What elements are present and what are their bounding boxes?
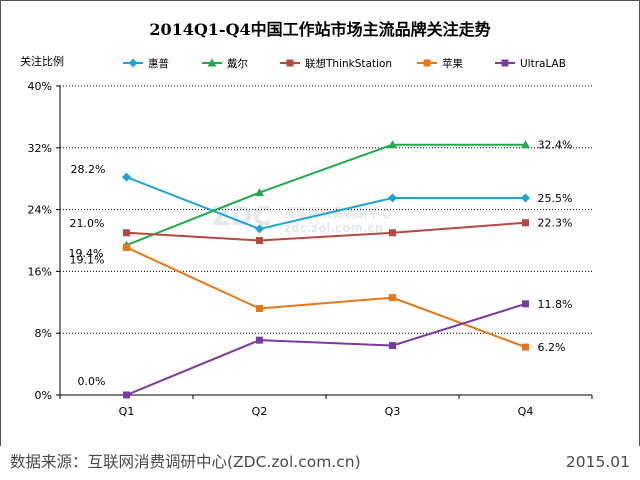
data-point <box>389 294 396 302</box>
x-tick-labels: Q1 Q2 Q3 Q4 <box>119 405 534 418</box>
data-point <box>256 304 263 312</box>
legend-label: 联想ThinkStation <box>305 57 392 70</box>
footer-date: 2015.01 <box>566 453 630 471</box>
data-label: 19.4% <box>69 247 104 260</box>
data-label: 21.0% <box>70 217 105 230</box>
data-point <box>522 219 529 227</box>
data-point <box>388 140 397 149</box>
legend-label: UltraLAB <box>520 58 566 70</box>
watermark-url: zdc.zol.com.cn <box>284 221 383 235</box>
data-point <box>388 193 397 203</box>
data-point <box>123 391 130 399</box>
legend-marker <box>423 59 431 67</box>
series-line <box>126 302 526 396</box>
y-tick-label: 16% <box>28 265 52 278</box>
series-line <box>126 246 526 349</box>
y-tick-label: 32% <box>28 142 52 155</box>
legend-marker <box>286 59 294 67</box>
data-point <box>256 336 263 344</box>
legend-label: 惠普 <box>148 57 169 70</box>
data-point <box>389 229 396 237</box>
legend-item: 戴尔 <box>202 57 248 70</box>
y-axis-label: 关注比例 <box>20 54 64 68</box>
footer-band <box>0 446 640 480</box>
data-point <box>123 229 130 237</box>
data-label: 32.4% <box>538 139 573 152</box>
watermark-subtitle: 互联网消费调研中心 <box>284 205 392 220</box>
series-group <box>122 140 530 399</box>
legend-marker <box>128 58 138 68</box>
axes <box>56 85 593 399</box>
legend: 惠普 戴尔 联想ThinkStation 苹果 UltraLAB <box>123 57 566 70</box>
x-tick-label: Q1 <box>119 405 135 418</box>
legend-item: 惠普 <box>123 57 169 70</box>
series-3 <box>123 243 529 351</box>
legend-marker <box>207 58 217 67</box>
y-tick-label: 40% <box>28 80 52 93</box>
data-label: 0.0% <box>78 375 106 388</box>
x-tick-label: Q4 <box>518 405 534 418</box>
data-label: 19.1% <box>70 253 105 266</box>
data-label: 11.8% <box>538 298 573 311</box>
data-label: 25.5% <box>538 192 573 205</box>
data-point <box>522 343 529 351</box>
data-point <box>522 300 529 308</box>
legend-item: 联想ThinkStation <box>280 57 392 70</box>
legend-label: 苹果 <box>442 57 463 70</box>
data-label: 22.3% <box>538 217 573 230</box>
x-tick-label: Q3 <box>385 405 401 418</box>
y-tick-label: 0% <box>35 389 52 402</box>
data-point <box>122 172 131 182</box>
series-line <box>126 176 526 230</box>
data-point <box>255 224 264 234</box>
y-tick-label: 24% <box>28 204 52 217</box>
data-point <box>256 237 263 244</box>
legend-item: UltraLAB <box>495 58 566 70</box>
data-point <box>389 342 396 350</box>
series-line <box>126 221 526 242</box>
y-tick-labels: 0% 8% 16% 24% 32% 40% <box>28 80 52 402</box>
series-0 <box>122 172 530 234</box>
x-tick-label: Q2 <box>252 405 268 418</box>
legend-label: 戴尔 <box>227 57 248 70</box>
data-labels: 28.2% 25.5% 19.4% 32.4% 21.0% 22.3% 19.1% 6.2% 0… <box>69 139 573 388</box>
chart-title: 2014Q1-Q4中国工作站市场主流品牌关注走势 <box>149 20 490 39</box>
legend-item: 苹果 <box>417 57 463 70</box>
series-4 <box>123 300 529 399</box>
data-label: 6.2% <box>538 341 566 354</box>
data-label: 28.2% <box>71 163 106 176</box>
data-point <box>255 188 264 197</box>
legend-marker <box>501 59 509 67</box>
data-point <box>521 140 530 149</box>
footer-source: 数据来源：互联网消费调研中心(ZDC.zol.com.cn) <box>10 453 361 471</box>
data-point <box>123 243 130 251</box>
series-line <box>126 143 526 247</box>
data-point <box>521 193 530 203</box>
y-tick-label: 8% <box>35 327 52 340</box>
series-2 <box>123 219 529 244</box>
